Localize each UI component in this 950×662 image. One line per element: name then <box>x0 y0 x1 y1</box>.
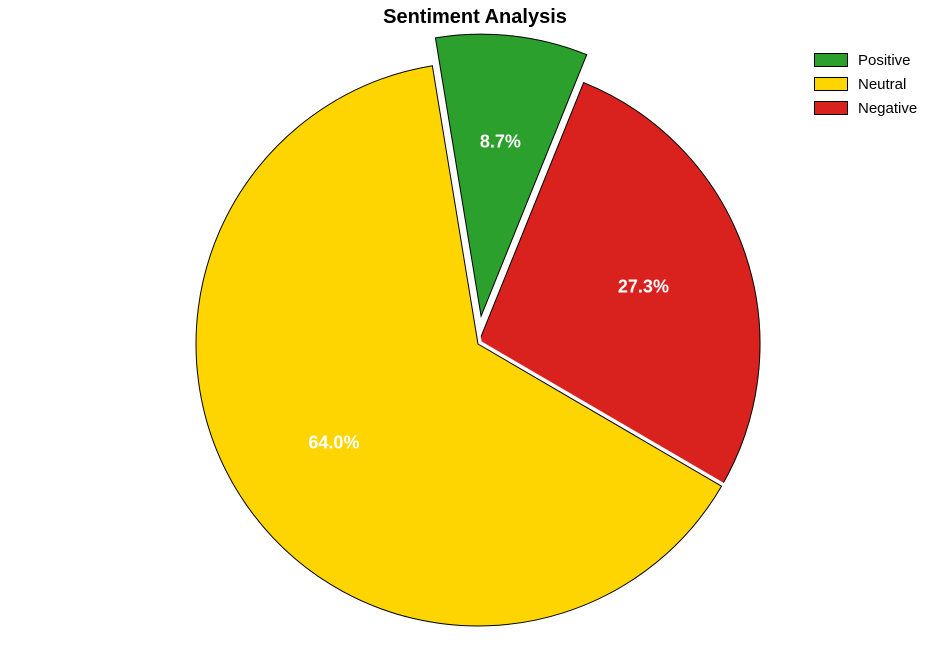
legend: Positive Neutral Negative <box>814 48 917 120</box>
legend-item-negative: Negative <box>814 96 917 120</box>
pie-slice-label-neutral: 64.0% <box>308 433 359 454</box>
pie-slice-label-negative: 27.3% <box>618 277 669 298</box>
legend-item-positive: Positive <box>814 48 917 72</box>
pie-slice-label-positive: 8.7% <box>480 132 521 153</box>
legend-label-negative: Negative <box>858 100 917 117</box>
legend-swatch-positive <box>814 53 848 67</box>
legend-label-neutral: Neutral <box>858 76 906 93</box>
pie-chart-svg <box>0 0 950 662</box>
legend-label-positive: Positive <box>858 52 911 69</box>
chart-stage: Sentiment Analysis 27.3%64.0%8.7% Positi… <box>0 0 950 662</box>
legend-swatch-neutral <box>814 77 848 91</box>
legend-item-neutral: Neutral <box>814 72 917 96</box>
legend-swatch-negative <box>814 101 848 115</box>
